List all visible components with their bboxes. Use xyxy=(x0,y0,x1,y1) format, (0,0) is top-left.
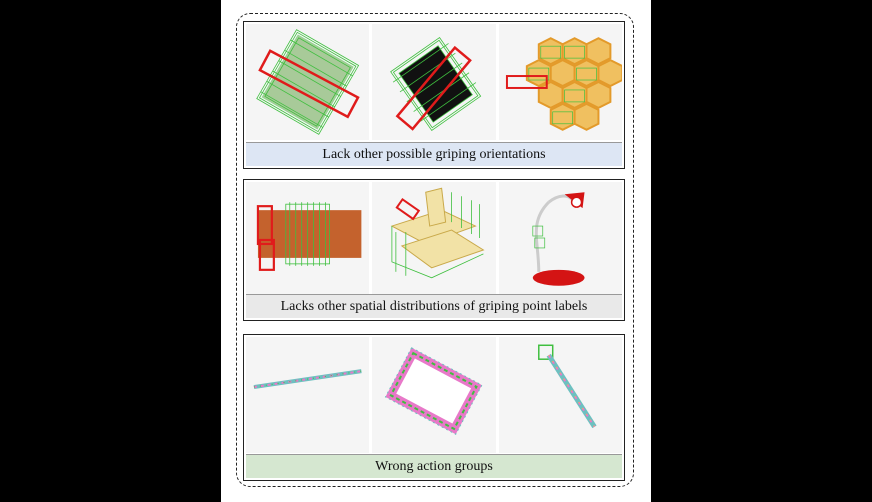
image-rectangular-block xyxy=(246,24,370,140)
caption-panel-3: Wrong action groups xyxy=(246,454,622,478)
image-long-handle xyxy=(498,337,622,453)
figure-page: Lack other possible griping orientations xyxy=(221,0,651,502)
image-honeycomb-tray xyxy=(498,24,622,140)
image-folding-chair xyxy=(372,182,496,294)
caption-panel-1: Lack other possible griping orientations xyxy=(246,142,622,166)
caption-panel-2: Lacks other spatial distributions of gri… xyxy=(246,294,622,318)
image-brown-board xyxy=(246,182,370,294)
image-desk-lamp xyxy=(498,182,622,294)
panel-action-group-errors: Wrong action groups xyxy=(243,334,625,481)
panel-spatial-distribution-errors: Lacks other spatial distributions of gri… xyxy=(243,179,625,321)
figure-outer-dashed-frame xyxy=(236,13,634,487)
image-dark-block xyxy=(372,24,496,140)
image-picture-frame xyxy=(372,337,496,453)
image-thin-rod xyxy=(246,337,370,453)
panel-orientation-errors: Lack other possible griping orientations xyxy=(243,21,625,169)
